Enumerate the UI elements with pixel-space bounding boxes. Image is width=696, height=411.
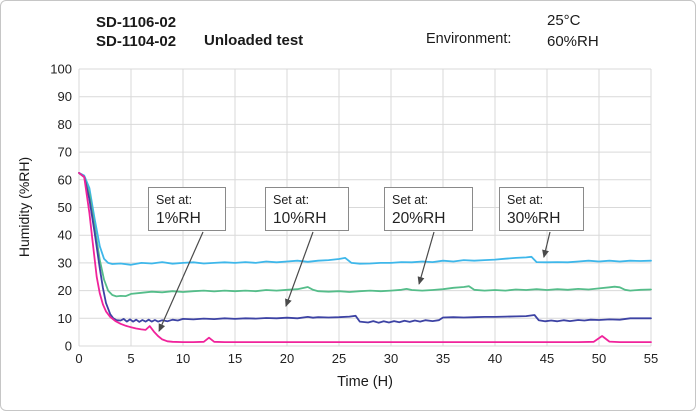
annotation-label: Set at: [507,193,544,207]
annotation-value: 20%RH [392,210,446,227]
model-number-1: SD-1106-02 [96,14,177,31]
annotation-set-at-20rh: Set at: 20%RH [384,187,473,231]
y-tick-label: 30 [58,255,72,270]
environment-values: 25°C 60%RH [547,10,599,52]
annotation-arrow [158,231,204,332]
annotation-arrow [542,231,551,259]
y-tick-label: 100 [50,62,72,77]
x-tick-label: 40 [488,351,502,366]
x-axis-title: Time (H) [337,374,393,390]
x-tick-label: 45 [540,351,554,366]
tick-labels: 0 10 20 30 40 50 60 70 80 90 100 0 5 10 15 20 25 30 35 40 45… [50,62,658,367]
y-tick-label: 0 [65,339,72,354]
annotation-set-at-1rh: Set at: 1%RH [148,187,226,231]
series-set-at-20-rh [78,171,652,298]
x-tick-label: 25 [332,351,346,366]
model-numbers: SD-1106-02 SD-1104-02 [96,13,176,51]
x-tick-label: 20 [280,351,294,366]
series-lines [78,171,652,344]
annotation-arrow [285,231,314,308]
environment-temperature: 25°C [547,12,581,29]
y-tick-label: 90 [58,89,72,104]
y-tick-label: 60 [58,172,72,187]
environment-humidity: 60%RH [547,33,599,50]
environment-label: Environment: [426,31,512,47]
x-tick-label: 30 [384,351,398,366]
series-set-at-1-rh [78,171,652,344]
y-tick-label: 20 [58,283,72,298]
annotation-value: 30%RH [507,210,561,227]
annotation-value: 10%RH [273,210,327,227]
annotation-set-at-10rh: Set at: 10%RH [265,187,349,231]
annotation-label: Set at: [273,193,310,207]
annotation-label: Set at: [392,193,429,207]
annotation-set-at-30rh: Set at: 30%RH [499,187,584,231]
y-tick-label: 70 [58,145,72,160]
annotation-arrow [417,231,435,285]
series-set-at-10-rh [78,171,652,324]
x-tick-label: 0 [75,351,82,366]
annotation-arrows [158,231,551,332]
y-tick-label: 50 [58,200,72,215]
y-tick-label: 80 [58,117,72,132]
annotation-label: Set at: [156,193,193,207]
x-tick-label: 5 [127,351,134,366]
model-number-2: SD-1104-02 [96,33,177,50]
annotation-value: 1%RH [156,210,201,227]
x-tick-label: 50 [592,351,606,366]
test-title: Unloaded test [204,32,304,49]
x-tick-label: 55 [644,351,658,366]
x-tick-label: 10 [176,351,190,366]
x-tick-label: 15 [228,351,242,366]
y-tick-label: 40 [58,228,72,243]
x-tick-label: 35 [436,351,450,366]
y-tick-label: 10 [58,311,72,326]
series-set-at-30-rh [78,171,652,266]
